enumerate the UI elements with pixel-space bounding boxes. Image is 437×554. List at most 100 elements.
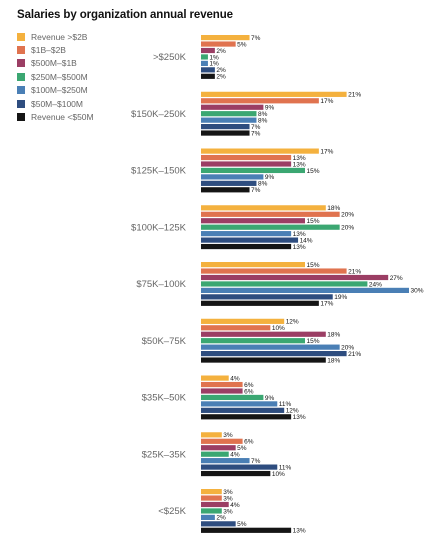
bar-value-label: 4% (230, 375, 240, 382)
legend-label: $1B–$2B (31, 45, 66, 56)
bar-value-label: 27% (390, 275, 403, 282)
bar-value-label: 8% (258, 117, 268, 124)
bar (201, 148, 319, 154)
bar-value-label: 10% (272, 325, 285, 332)
bar-value-label: 3% (223, 489, 233, 496)
bar-value-label: 3% (223, 508, 233, 515)
bar (201, 357, 326, 363)
bar (201, 438, 243, 444)
bar-value-label: 1% (209, 61, 219, 68)
bar (201, 294, 333, 300)
bar (201, 91, 347, 97)
bar (201, 130, 250, 136)
bar-value-label: 7% (251, 35, 261, 42)
bar (201, 111, 257, 117)
bar-value-label: 8% (258, 111, 268, 118)
bar-value-label: 5% (237, 445, 247, 452)
bar-value-label: 13% (293, 161, 306, 168)
bar-value-label: 4% (230, 502, 240, 509)
legend-label: $100M–$250M (31, 85, 88, 96)
legend-swatch (17, 32, 25, 41)
legend-item: Revenue >$2B (17, 30, 94, 43)
bar-value-label: 15% (307, 218, 320, 225)
bar-value-label: 30% (411, 288, 424, 295)
bar (201, 495, 222, 501)
bar (201, 470, 271, 477)
bar-value-label: 9% (265, 395, 275, 402)
bar (201, 124, 250, 130)
bar-value-label: 14% (300, 237, 313, 244)
bar (201, 489, 222, 495)
bar-value-label: 7% (251, 130, 261, 137)
bar (201, 508, 222, 514)
bar (201, 401, 278, 407)
bar (201, 338, 305, 344)
category-label: $150K–250K (131, 109, 187, 120)
legend-item: $250M–$500M (17, 70, 94, 83)
legend-item: $100M–$250M (17, 84, 94, 97)
bar (201, 394, 264, 401)
bar-value-label: 2% (216, 67, 226, 74)
bar (201, 527, 292, 533)
bar (201, 268, 347, 274)
bar-value-label: 20% (341, 344, 354, 351)
bar (201, 67, 215, 73)
bar (201, 180, 257, 186)
bar (201, 187, 250, 193)
bar-value-label: 6% (244, 382, 254, 389)
category-label: $100K–125K (131, 222, 187, 233)
bar (201, 501, 229, 508)
bar-value-label: 9% (265, 105, 275, 112)
legend-swatch (17, 86, 25, 95)
bar-value-label: 17% (320, 98, 333, 105)
bar (201, 237, 299, 243)
bar (201, 174, 264, 180)
bar-value-label: 7% (251, 458, 261, 465)
bar (201, 414, 292, 420)
bar (201, 231, 292, 237)
bar-value-label: 18% (327, 332, 340, 339)
bar (201, 104, 264, 110)
bar-value-label: 2% (216, 74, 226, 81)
category-label: $125K–150K (131, 166, 187, 177)
bar (201, 287, 409, 293)
bar-value-label: 21% (348, 92, 361, 99)
bar-value-label: 20% (341, 225, 354, 232)
bar-value-label: 2% (216, 515, 226, 522)
bar-value-label: 7% (251, 124, 261, 131)
bar (201, 458, 250, 464)
category-label: $35K–50K (142, 393, 187, 404)
bar (201, 514, 215, 520)
legend-label: Revenue <$50M (31, 112, 94, 123)
category-label: $25K–35K (142, 449, 187, 460)
bar (201, 211, 340, 217)
legend-swatch (17, 46, 25, 55)
bar-value-label: 5% (237, 41, 247, 48)
bar-value-label: 21% (348, 351, 361, 358)
bar-value-label: 15% (307, 262, 320, 269)
bar (201, 331, 326, 337)
bar (201, 117, 257, 123)
bar (201, 464, 278, 470)
legend-swatch (17, 72, 25, 81)
bar-value-label: 13% (293, 528, 306, 535)
bar (201, 351, 347, 357)
bar (201, 445, 236, 451)
bar (201, 325, 271, 331)
bar (201, 344, 340, 350)
bar (201, 375, 229, 381)
legend-label: $500M–$1B (31, 58, 77, 69)
legend-swatch (17, 113, 25, 122)
legend-label: $250M–$500M (31, 71, 88, 82)
bar (201, 262, 305, 268)
legend-swatch (17, 99, 25, 108)
bar (201, 388, 243, 394)
category-label: >$250K (153, 52, 187, 63)
bar (201, 167, 305, 174)
bar-value-label: 1% (209, 54, 219, 61)
bar-value-label: 2% (216, 48, 226, 55)
bar (201, 432, 222, 438)
legend-label: Revenue >$2B (31, 31, 88, 42)
bar (201, 300, 319, 306)
